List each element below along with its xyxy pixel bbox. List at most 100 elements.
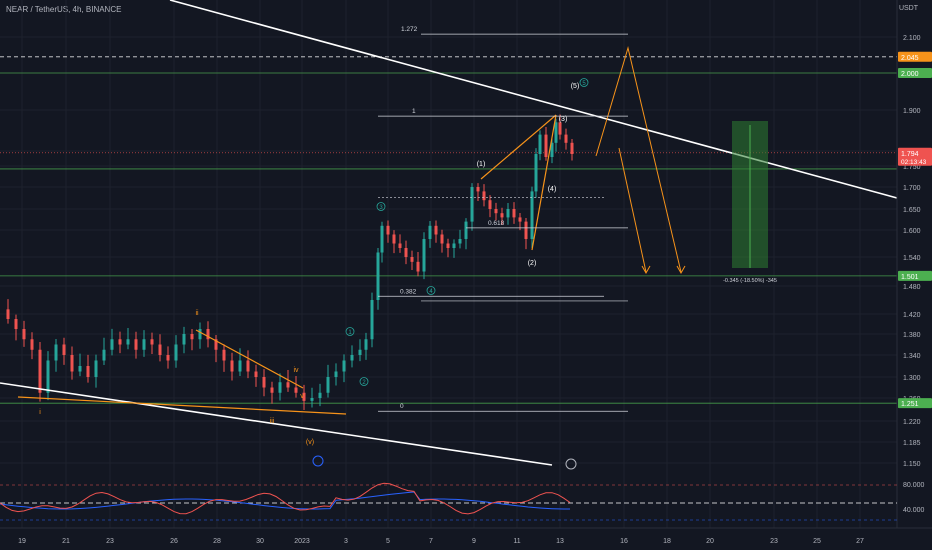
candle-26	[206, 329, 210, 340]
price-label-4: 1.251	[901, 401, 919, 408]
candle-37	[294, 387, 298, 393]
date-tick-3: 26	[170, 538, 178, 545]
candle-9	[70, 355, 74, 372]
date-tick-10: 9	[472, 538, 476, 545]
date-tick-18: 27	[856, 538, 864, 545]
wave-label-12: (2)	[528, 260, 537, 267]
rsi-signal-line	[0, 491, 570, 510]
candle-22	[174, 344, 178, 361]
candle-56	[422, 239, 426, 272]
support-trendline	[0, 382, 553, 466]
measure-label: -0.345 (-18.50%) -345	[723, 278, 777, 284]
candle-80	[558, 122, 562, 135]
price-tick-5: 1.700	[903, 185, 921, 192]
candle-16	[126, 339, 130, 345]
wave-label-1: ii	[195, 310, 199, 317]
candle-64	[470, 187, 474, 222]
candle-54	[410, 257, 414, 262]
candle-6	[46, 360, 50, 393]
candle-63	[464, 221, 468, 239]
fib-label-1: 1	[412, 108, 416, 115]
candles	[6, 114, 574, 411]
candle-1	[6, 309, 10, 319]
resistance-trendline	[169, 0, 898, 199]
candle-75	[534, 154, 538, 192]
date-tick-16: 23	[770, 538, 778, 545]
wave-label-15: (5)	[571, 83, 580, 90]
price-axis: 2.100 1.900 1.750 1.700 1.650 1.600 1.540 1.480…	[896, 0, 932, 528]
candle-39	[310, 398, 314, 401]
price-tick-7: 1.600	[903, 228, 921, 235]
candle-38	[302, 392, 306, 401]
candle-53	[404, 248, 408, 257]
candle-55	[416, 261, 420, 272]
candle-47	[370, 300, 374, 340]
price-tick-15: 1.220	[903, 419, 921, 426]
candle-51	[392, 234, 396, 244]
wave-label-14: (4)	[548, 186, 557, 193]
arrowhead-2	[676, 265, 686, 275]
date-axis: 19 21 23 26 28 30 2023 3 5 7 9 11 13 16 18 20 23 25 27	[0, 527, 932, 545]
candle-61	[452, 243, 456, 248]
wave-label-0: i	[39, 409, 41, 416]
date-tick-15: 20	[706, 538, 714, 545]
projection-up-path	[595, 46, 682, 273]
price-tick-8: 1.540	[903, 255, 921, 262]
price-tick-2: 1.900	[903, 108, 921, 115]
candle-2	[14, 319, 18, 329]
fib-label-0: 1.272	[401, 26, 418, 33]
candle-46	[364, 339, 368, 350]
candle-70	[506, 209, 510, 218]
price-label-box-0	[898, 51, 932, 62]
date-tick-9: 7	[429, 538, 433, 545]
candle-60	[446, 243, 450, 248]
candle-72	[518, 217, 522, 222]
wave-label-11: (1)	[477, 161, 486, 168]
candle-34	[270, 387, 274, 393]
wave-label-10: 5	[582, 81, 586, 87]
candle-57	[428, 225, 432, 239]
countdown-label: 02:13:43	[901, 159, 927, 166]
drawings: 1.272 1 0.618 0.382 0 -0.345 (-18.50%) -345	[0, 0, 898, 466]
wave-label-13: (3)	[559, 116, 568, 123]
price-tick-16: 1.185	[903, 440, 921, 447]
candle-65	[476, 187, 480, 192]
candle-23	[182, 334, 186, 345]
price-tick-6: 1.650	[903, 207, 921, 214]
fib-label-2: 0.618	[488, 220, 505, 227]
candle-52	[398, 243, 402, 248]
candle-15	[118, 339, 122, 345]
candle-43	[342, 360, 346, 372]
candle-14	[110, 339, 114, 350]
wave-label-6: 1	[348, 330, 352, 336]
candle-41	[326, 377, 330, 393]
price-tick-0: 2.100	[903, 35, 921, 42]
candle-59	[440, 234, 444, 244]
candle-18	[142, 339, 146, 350]
wave-label-4: v	[300, 393, 304, 400]
date-tick-5: 30	[256, 538, 264, 545]
price-tick-4: 1.750	[903, 164, 921, 171]
price-tick-12: 1.340	[903, 353, 921, 360]
candle-11	[86, 366, 90, 377]
candle-19	[150, 339, 154, 345]
candle-20	[158, 344, 162, 355]
wave-label-3: iv	[293, 367, 299, 374]
fib-label-4: 0	[400, 403, 404, 410]
wave-label-7: 2	[362, 380, 366, 386]
date-tick-2: 23	[106, 538, 114, 545]
alert-icon	[565, 458, 577, 470]
candle-74	[530, 191, 534, 239]
candle-8	[62, 344, 66, 355]
price-label-1: 2.000	[901, 71, 919, 78]
candle-29	[230, 360, 234, 372]
candle-28	[222, 349, 226, 361]
price-tick-11: 1.380	[903, 332, 921, 339]
wave-circle-6	[345, 327, 355, 336]
price-tick-9: 1.480	[903, 284, 921, 291]
date-tick-4: 28	[213, 538, 221, 545]
candle-78	[550, 142, 554, 157]
candle-40	[318, 392, 322, 398]
price-label-2: 1.794	[901, 151, 919, 158]
